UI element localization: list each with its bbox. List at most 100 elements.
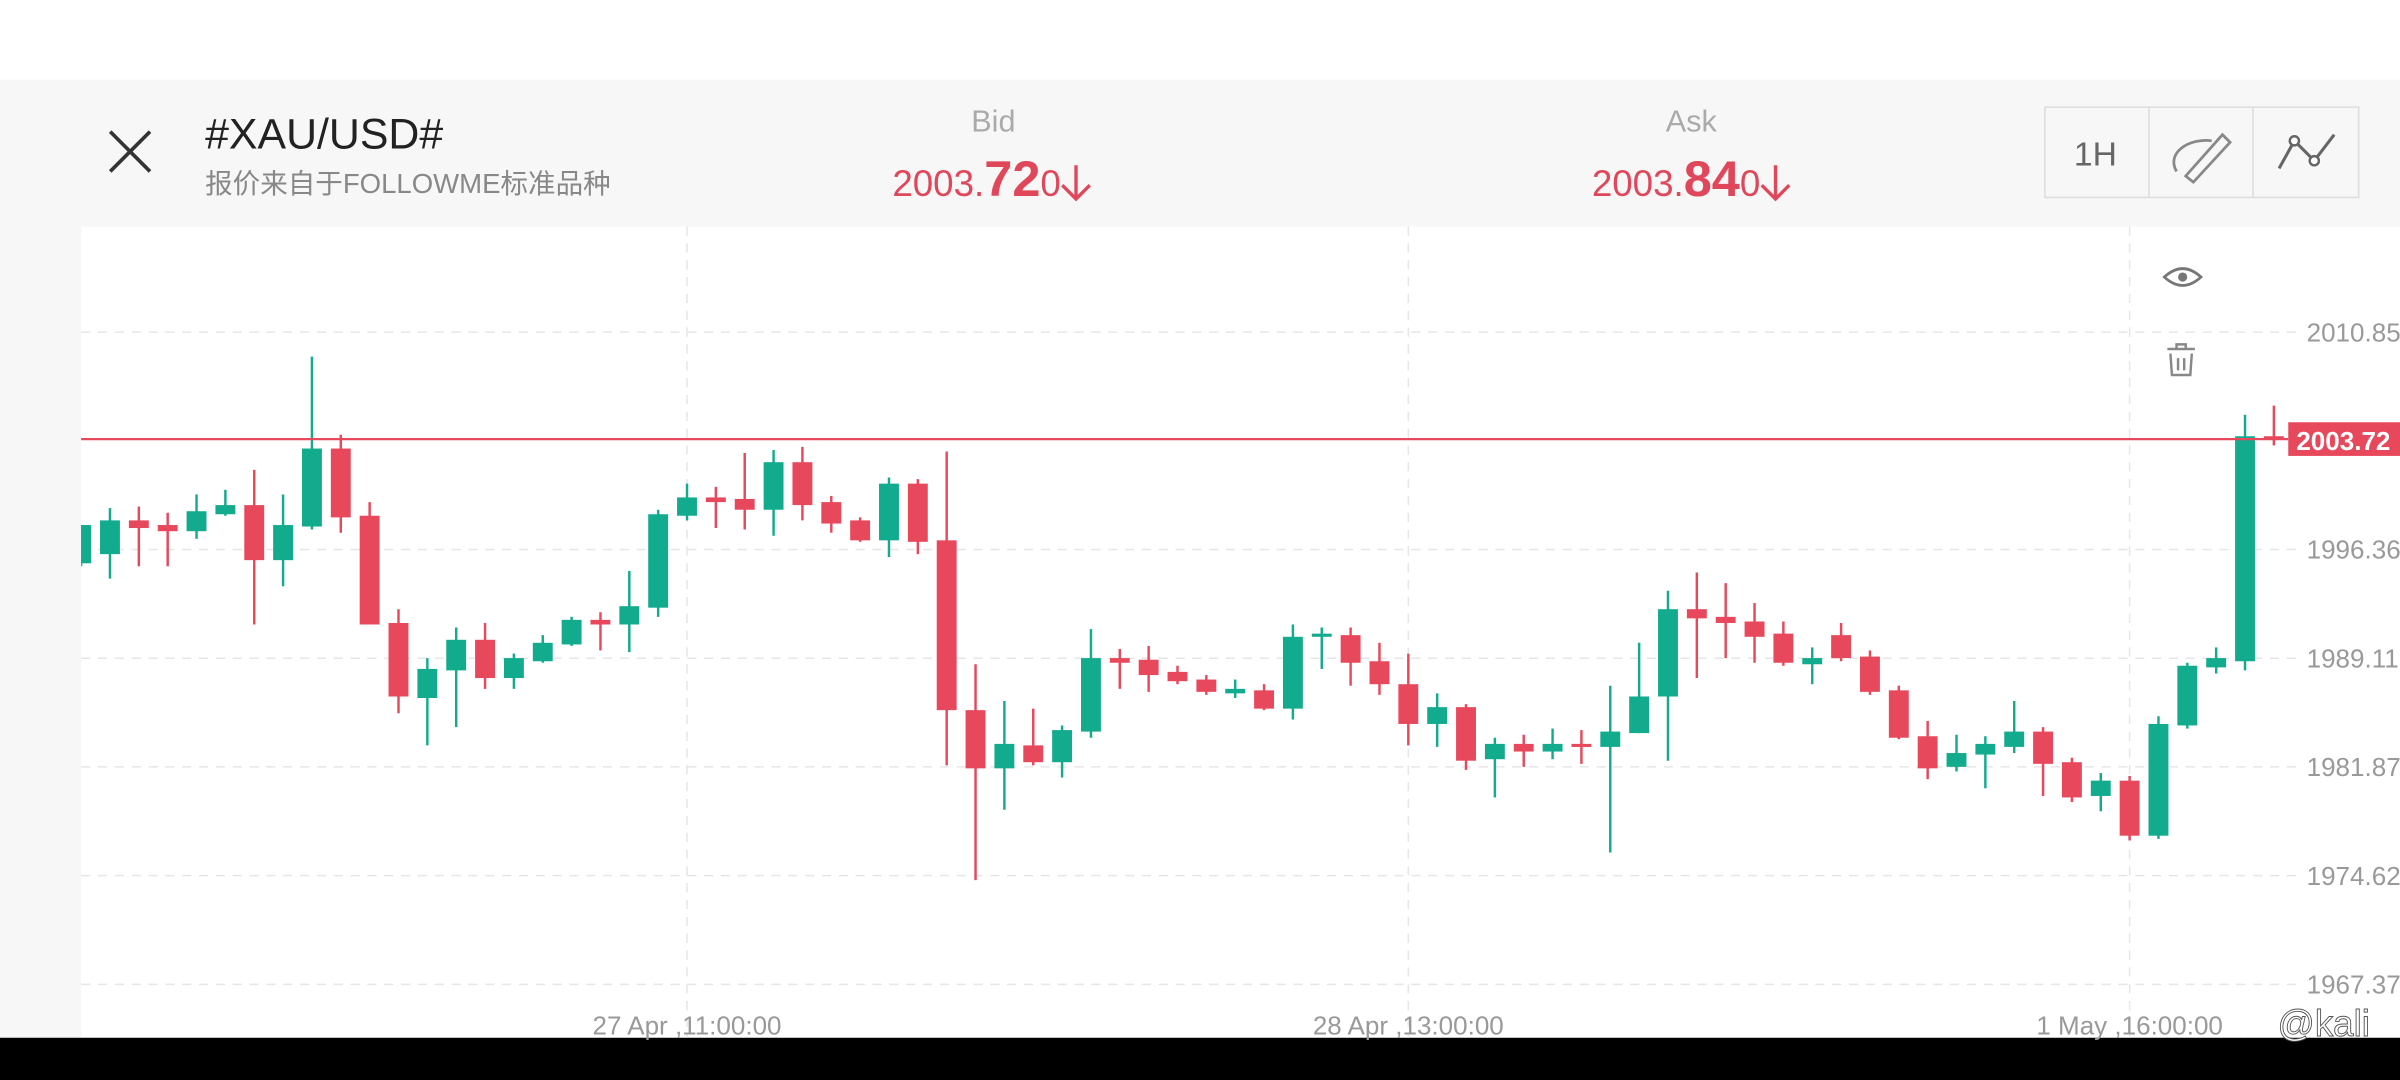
- candle-body: [1427, 707, 1448, 724]
- candle-body: [1859, 656, 1880, 692]
- bid-part: 72: [984, 150, 1040, 207]
- candle-body: [532, 642, 553, 662]
- close-button[interactable]: [108, 130, 152, 173]
- indicator-button[interactable]: [2277, 133, 2336, 170]
- candle-body: [100, 520, 120, 555]
- line-icon-dot: [2288, 135, 2301, 147]
- candle-body: [2090, 780, 2111, 796]
- eye-icon: [2162, 267, 2204, 287]
- candle-body: [2263, 436, 2284, 440]
- candle-body: [1138, 659, 1159, 676]
- y-tick-label: 1996.36: [2307, 535, 2400, 565]
- candle-body: [1975, 743, 1996, 755]
- bid-part: 0: [1040, 163, 1060, 204]
- candle-body: [2235, 436, 2255, 662]
- candle-body: [1254, 690, 1275, 709]
- candle-body: [157, 525, 178, 532]
- candle-body: [1888, 690, 1909, 738]
- chart-bg: [81, 226, 2400, 1038]
- candle-body: [879, 483, 899, 541]
- candle-body: [792, 462, 813, 506]
- candle-body: [1456, 707, 1476, 761]
- candle-body: [907, 483, 928, 542]
- delete-button[interactable]: [2167, 343, 2195, 377]
- candle-body: [81, 525, 92, 564]
- ask-label: Ask: [1666, 105, 1718, 139]
- y-tick-label: 1981.87: [2307, 752, 2400, 782]
- candle-body: [1398, 684, 1419, 724]
- candle-body: [1542, 743, 1563, 752]
- bid-part: 2003.: [892, 163, 984, 204]
- candle-body: [734, 498, 755, 510]
- candle-body: [273, 525, 294, 561]
- candle-body: [994, 743, 1015, 769]
- candles: [81, 356, 2284, 881]
- pen-icon: [2172, 132, 2233, 185]
- bid-down-arrow: [1061, 165, 1091, 202]
- candle-body: [1340, 635, 1361, 663]
- candle-body: [475, 639, 495, 679]
- ask-part: 84: [1684, 150, 1740, 207]
- candle-body: [215, 505, 236, 515]
- candle-body: [850, 520, 871, 541]
- status-area: [0, 0, 2400, 80]
- candle-body: [1196, 679, 1217, 692]
- candle-body: [965, 710, 986, 769]
- draw-tool-button[interactable]: [2172, 132, 2233, 185]
- candle-body: [1600, 731, 1621, 747]
- candle-body: [590, 619, 611, 625]
- current-price-label: 2003.72: [2296, 426, 2390, 456]
- y-tick-label: 1967.37: [2307, 970, 2400, 1000]
- line-icon: [2277, 133, 2336, 170]
- timeframe-button[interactable]: 1H: [2074, 136, 2117, 173]
- candle-body: [561, 619, 582, 645]
- candle-body: [1744, 621, 1765, 637]
- candle-body: [1109, 658, 1130, 663]
- source: 报价来自于FOLLOWME标准品种: [205, 168, 611, 199]
- candle-body: [503, 658, 524, 679]
- candle-body: [244, 505, 265, 561]
- grid: [81, 226, 2296, 1038]
- candle-body: [301, 448, 322, 527]
- x-tick-label: 27 Apr ,11:00:00: [593, 1011, 782, 1041]
- candle-body: [821, 502, 842, 524]
- candle-body: [1225, 688, 1246, 694]
- candle-body: [128, 520, 149, 529]
- candle-body: [388, 622, 409, 697]
- y-tick-label: 1989.11: [2307, 643, 2399, 673]
- candle-body: [417, 668, 438, 698]
- candle-body: [677, 497, 697, 516]
- candle-body: [2177, 665, 2198, 726]
- watermark-text: @kali: [2278, 1003, 2370, 1044]
- ask-price: 2003.840: [1592, 150, 1760, 207]
- candle-body: [446, 639, 467, 671]
- ask-part: 2003.: [1592, 163, 1684, 204]
- y-tick-label: 2010.85: [2307, 317, 2400, 347]
- candle-body: [1484, 743, 1505, 760]
- candle-body: [1080, 658, 1101, 732]
- line-icon-dot: [2308, 154, 2321, 167]
- candle-body: [186, 511, 207, 532]
- current-price-box: [2288, 422, 2400, 456]
- watermark-logo: [2230, 1010, 2258, 1038]
- candle-body: [1629, 696, 1650, 734]
- candle-body: [1686, 609, 1707, 619]
- candle-body: [2119, 780, 2140, 836]
- eye-button[interactable]: [2162, 267, 2204, 287]
- trash-icon: [2167, 343, 2195, 377]
- watermark: @kali: [2230, 1003, 2370, 1045]
- candle-body: [1802, 658, 1823, 665]
- candle-body: [330, 448, 351, 518]
- axes: 1967.37 1974.62 1981.87 1989.11 1996.36 2010.…: [81, 317, 2400, 1041]
- candle-body: [2004, 731, 2025, 747]
- candle-body: [1773, 633, 1794, 663]
- candle-body: [1571, 743, 1592, 747]
- close-icon: [108, 130, 152, 173]
- candle-body: [1369, 661, 1390, 685]
- candle-body: [936, 540, 957, 711]
- eye-pupil: [2178, 272, 2188, 282]
- candle-body: [359, 515, 380, 625]
- candle-body: [1658, 609, 1678, 697]
